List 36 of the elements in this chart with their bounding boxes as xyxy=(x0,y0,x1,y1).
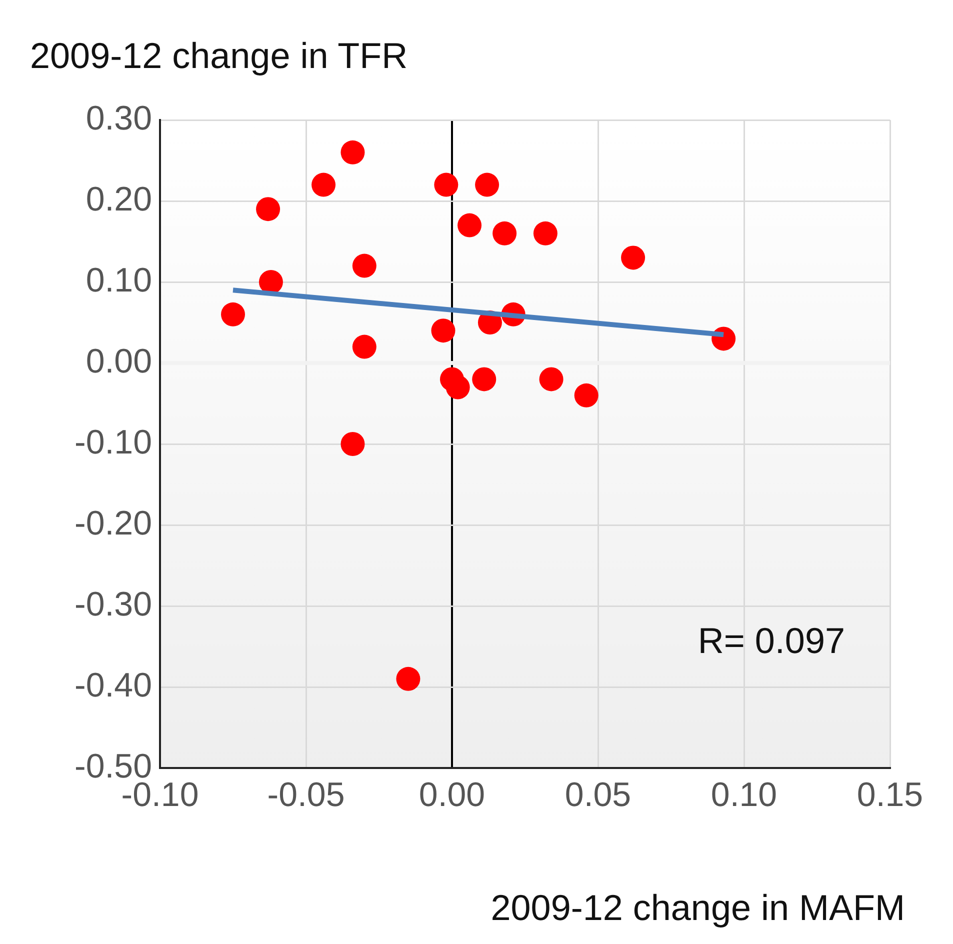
x-tick-label: 0.00 xyxy=(418,776,486,814)
point xyxy=(533,221,558,246)
point xyxy=(434,172,458,197)
y-tick-label: -0.20 xyxy=(74,504,152,542)
point xyxy=(621,246,646,270)
point xyxy=(472,367,496,392)
point xyxy=(352,334,376,359)
x-tick-label: 0.05 xyxy=(564,776,632,814)
y-tick-label: -0.40 xyxy=(74,666,152,704)
x-axis-title: 2009-12 change in MAFM xyxy=(490,887,905,928)
point xyxy=(396,666,420,691)
point xyxy=(221,302,245,326)
point xyxy=(458,213,482,238)
point xyxy=(258,270,283,294)
point xyxy=(256,197,280,222)
y-tick-label: 0.30 xyxy=(86,99,152,138)
point xyxy=(312,172,336,197)
annotation: R= 0.097 xyxy=(698,620,845,661)
x-tick-label: 0.10 xyxy=(710,776,778,814)
point xyxy=(475,172,500,197)
point xyxy=(539,367,564,392)
y-tick-label: 0.00 xyxy=(86,342,152,380)
y-tick-label: 0.10 xyxy=(86,261,152,300)
y-tick-label: -0.30 xyxy=(74,585,152,624)
x-tick-label: -0.05 xyxy=(267,776,345,814)
point xyxy=(574,383,598,408)
point xyxy=(352,254,376,278)
y-tick-label: -0.10 xyxy=(74,423,152,462)
y-axis-title: 2009-12 change in TFR xyxy=(30,35,408,76)
point xyxy=(340,140,365,164)
point xyxy=(492,221,517,246)
point xyxy=(446,375,470,400)
x-tick-label: 0.15 xyxy=(856,776,924,814)
y-tick-label: 0.20 xyxy=(86,180,152,218)
point xyxy=(431,318,456,343)
point xyxy=(340,432,365,456)
